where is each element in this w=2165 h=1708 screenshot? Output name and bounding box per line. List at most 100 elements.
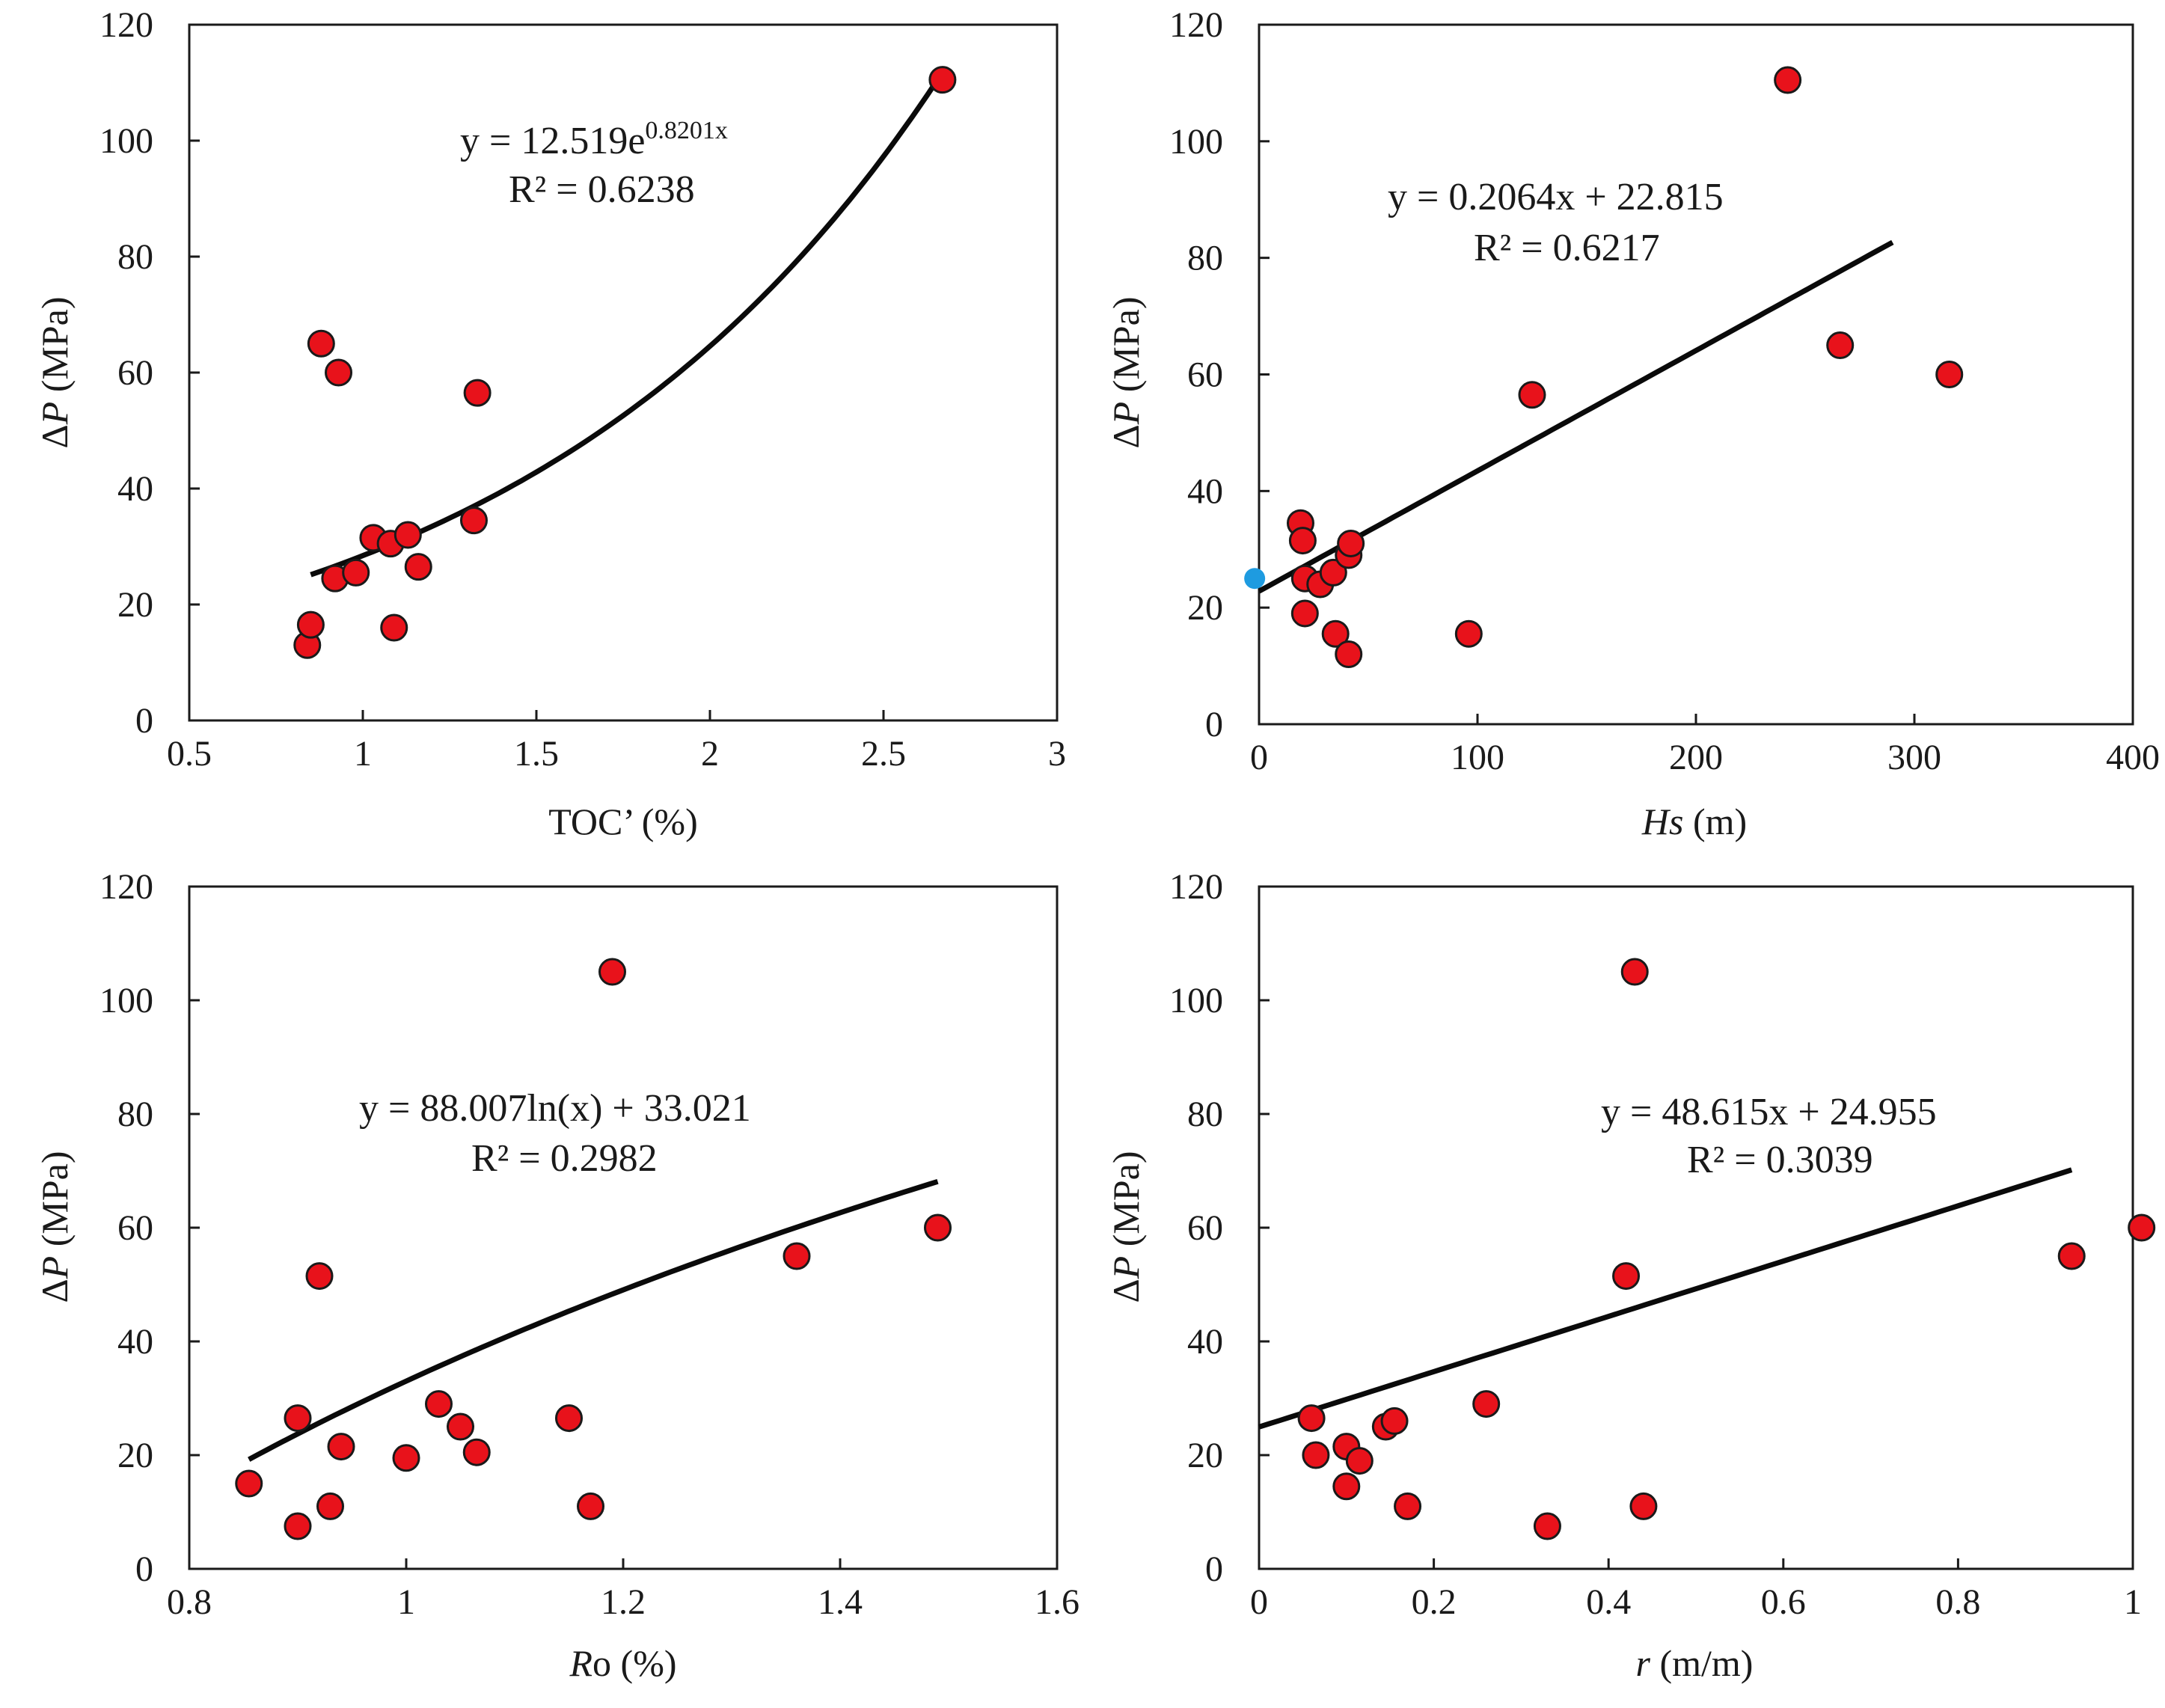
x-tick-label: 1.4	[818, 1582, 863, 1622]
y-tick-label: 80	[1187, 1095, 1223, 1134]
data-point	[463, 379, 492, 407]
fit-curve	[248, 1178, 939, 1462]
fit-equation: y = 12.519e0.8201x	[460, 117, 728, 162]
data-point	[577, 1492, 604, 1520]
data-point	[1332, 1472, 1361, 1501]
panel-ro: 0.8 1 1.2 1.4 1.6 0 20 40 60 80 100 120 Ro (%) ΔP …	[34, 867, 1080, 1684]
y-tick-label: 40	[117, 1322, 153, 1362]
x-tick-label: 400	[2106, 738, 2160, 777]
x-tick-label: 0	[1250, 1582, 1268, 1622]
data-point	[1612, 1262, 1641, 1291]
x-tick-label: 1.5	[514, 734, 559, 774]
data-point	[327, 1433, 355, 1461]
data-point	[1345, 1447, 1374, 1475]
r-squared: R² = 0.2982	[471, 1137, 658, 1180]
data-point	[1288, 527, 1317, 555]
data-point	[1518, 381, 1546, 409]
y-tick-label: 40	[1187, 471, 1223, 511]
x-tick-label: 0.5	[167, 734, 212, 774]
plot-frame	[1258, 23, 2134, 726]
data-point	[1302, 1441, 1330, 1469]
x-axis-label: Hs (m)	[1641, 801, 1747, 842]
data-point	[1774, 66, 1802, 94]
panel-toc: 0.5 1 1.5 2 2.5 3 0 20 40 60 80 100 120 TOC’ (%) ΔP…	[34, 5, 1066, 842]
data-point	[2128, 1213, 2156, 1242]
data-point	[1319, 558, 1347, 587]
y-tick-label: 0	[135, 701, 153, 741]
y-axis-label: ΔP (MPa)	[34, 1151, 76, 1303]
x-tick-label: 2	[701, 734, 719, 774]
x-axis-label: r (m/m)	[1636, 1642, 1754, 1684]
data-point	[325, 358, 353, 387]
points-layer	[1297, 958, 2156, 1540]
data-point	[924, 1213, 952, 1242]
data-point	[2057, 1242, 2086, 1270]
y-ticks: 0 20 40 60 80 100 120	[1169, 5, 1270, 744]
x-tick-label: 1	[397, 1582, 415, 1622]
fit-equation: y = 48.615x + 24.955	[1601, 1091, 1937, 1133]
panel-hs: 0 100 200 300 400 0 20 40 60 80 100 120 Hs (m) ΔP …	[1105, 5, 2160, 842]
data-point	[380, 613, 408, 642]
y-tick-label: 100	[99, 121, 153, 161]
data-point	[928, 66, 957, 94]
fit-equation: y = 88.007ln(x) + 33.021	[359, 1087, 751, 1130]
data-point	[1380, 1407, 1409, 1435]
x-tick-label: 0.2	[1412, 1582, 1457, 1622]
y-tick-label: 120	[1169, 5, 1223, 45]
y-tick-label: 20	[1187, 1436, 1223, 1475]
data-point	[284, 1512, 312, 1540]
x-ticks: 0 100 200 300 400	[1250, 714, 2160, 777]
y-tick-label: 100	[1169, 122, 1223, 162]
y-tick-label: 80	[117, 237, 153, 277]
data-point	[1290, 599, 1319, 628]
y-tick-label: 20	[1187, 588, 1223, 628]
y-tick-label: 120	[1169, 867, 1223, 907]
x-ticks: 0.8 1 1.2 1.4 1.6	[167, 1558, 1080, 1622]
x-tick-label: 300	[1887, 738, 1941, 777]
y-tick-label: 40	[117, 469, 153, 509]
data-point	[1629, 1492, 1658, 1520]
x-tick-label: 100	[1451, 738, 1504, 777]
data-point	[316, 1492, 344, 1520]
x-tick-label: 1	[2124, 1582, 2142, 1622]
data-point	[1337, 529, 1365, 557]
y-axis-label: ΔP (MPa)	[1105, 1151, 1147, 1303]
data-point	[284, 1404, 312, 1433]
r-squared: R² = 0.3039	[1687, 1139, 1873, 1181]
y-tick-label: 40	[1187, 1322, 1223, 1362]
data-point	[1454, 619, 1483, 648]
fit-layer	[1258, 1167, 2073, 1430]
x-tick-label: 0.4	[1586, 1582, 1631, 1622]
r-squared: R² = 0.6238	[509, 168, 695, 211]
x-tick-label: 3	[1048, 734, 1066, 774]
data-point	[1935, 361, 1964, 388]
fit-curve	[1258, 239, 1894, 594]
x-axis-label: Ro (%)	[569, 1642, 677, 1684]
x-tick-label: 0.6	[1761, 1582, 1806, 1622]
x-tick-label: 2.5	[861, 734, 906, 774]
y-ticks: 0 20 40 60 80 100 120	[99, 867, 200, 1589]
y-tick-label: 100	[99, 981, 153, 1020]
y-ticks: 0 20 40 60 80 100 120	[99, 5, 200, 741]
x-tick-label: 0	[1250, 738, 1268, 777]
data-point	[555, 1404, 583, 1433]
highlight-point	[1244, 568, 1266, 590]
points-layer	[1244, 66, 1964, 668]
data-point	[394, 521, 422, 549]
panel-r: 0 0.2 0.4 0.6 0.8 1 0 20 40 60 80 100 120 r (m/m) Δ…	[1105, 867, 2156, 1684]
x-tick-label: 1	[354, 734, 372, 774]
y-axis-label: ΔP (MPa)	[1105, 297, 1147, 449]
data-point	[459, 506, 488, 535]
data-point	[1394, 1492, 1422, 1520]
data-point	[392, 1444, 420, 1472]
data-point	[1297, 1404, 1326, 1433]
y-tick-label: 60	[117, 353, 153, 393]
data-point	[598, 958, 626, 986]
data-point	[404, 553, 432, 581]
y-tick-label: 0	[1205, 1549, 1223, 1589]
data-point	[1620, 958, 1649, 986]
y-tick-label: 60	[117, 1208, 153, 1248]
x-tick-label: 1.6	[1035, 1582, 1080, 1622]
data-point	[1335, 640, 1363, 668]
